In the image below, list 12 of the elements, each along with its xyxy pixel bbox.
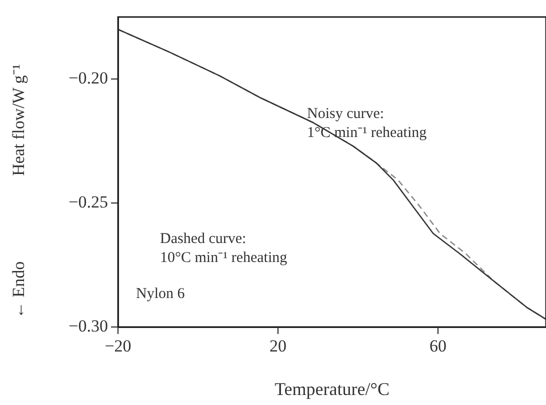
y-tick-label: −0.20 — [68, 68, 108, 88]
x-tick-label: 60 — [430, 336, 446, 356]
annotation: Nylon 6 — [136, 286, 186, 302]
annotation: Noisy curve: 1°C min⁻¹ reheating — [307, 106, 428, 141]
y-tick-label: −0.30 — [68, 316, 108, 336]
y-tick-label: −0.25 — [68, 192, 108, 212]
x-tick-label: 20 — [270, 336, 286, 356]
y-axis-title: Heat flow/W g⁻¹ — [9, 64, 28, 176]
x-tick-label: −20 — [104, 336, 132, 356]
text: ← Endo — [9, 261, 28, 319]
x-axis-title: Temperature/°C — [274, 378, 390, 399]
annotation: Dashed curve: 10°C min⁻¹ reheating — [160, 231, 288, 266]
